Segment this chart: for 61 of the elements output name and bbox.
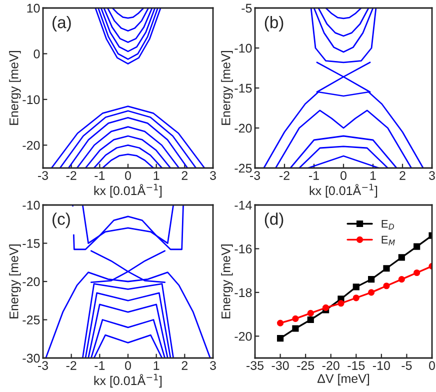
x-tick-label: -2	[280, 171, 290, 180]
x-tick-label: 1	[154, 171, 160, 180]
x-tick-label: -3	[38, 171, 48, 180]
x-tick-label: -2	[66, 361, 76, 370]
x-tick-label: 1	[370, 171, 376, 180]
y-tick-label: -14	[234, 200, 252, 210]
y-axis-title: Energy [meV]	[221, 51, 233, 125]
y-tick-label: -20	[234, 124, 252, 133]
y-axis-title: Energy [meV]	[9, 244, 21, 318]
y-axis-title: Energy [meV]	[9, 51, 21, 125]
x-tick-label: -25	[297, 361, 314, 370]
y-tick-label: -30	[22, 354, 40, 363]
x-tick-label: -5	[402, 361, 412, 370]
x-tick-label: -10	[372, 361, 390, 370]
y-axis-title: Energy [meV]	[221, 244, 233, 318]
x-tick-label: 2	[182, 361, 188, 370]
x-tick-label: 0	[125, 171, 131, 180]
x-axis-title: kx [0.01Å$^{−1}$]	[310, 184, 378, 198]
y-tick-label: -25	[22, 316, 40, 324]
x-axis-title: ΔV [meV]	[317, 374, 370, 386]
y-tick-label: 0	[34, 50, 40, 58]
x-tick-label: -1	[94, 361, 105, 370]
y-tick-label: -15	[234, 84, 252, 93]
x-tick-label: -1	[94, 171, 105, 180]
x-tick-label: 1	[154, 361, 160, 370]
y-tick-label: -20	[22, 277, 40, 286]
annotation: (b)	[264, 16, 284, 32]
x-tick-label: -35	[246, 361, 264, 370]
y-tick-label: -10	[22, 200, 40, 210]
y-tick-label: -18	[234, 288, 252, 298]
annotation: (d)	[264, 212, 284, 228]
x-axis-title: kx [0.01Å$^{−1}$]	[94, 374, 162, 388]
x-tick-label: -3	[38, 361, 48, 370]
x-tick-label: 3	[210, 171, 216, 180]
annotation: (c)	[52, 212, 70, 228]
x-tick-label: -1	[309, 171, 319, 180]
x-tick-label: 2	[400, 171, 406, 180]
x-tick-label: -30	[272, 361, 289, 370]
y-tick-label: -16	[234, 244, 252, 254]
y-tick-label: -5	[242, 4, 252, 13]
x-axis-title: kx [0.01Å$^{−1}$]	[94, 184, 162, 198]
annotation: (a)	[52, 16, 71, 32]
x-tick-label: 3	[429, 171, 435, 180]
x-tick-label: -2	[66, 171, 76, 180]
y-tick-label: -15	[22, 239, 40, 248]
x-tick-label: 0	[429, 361, 435, 370]
y-tick-label: 10	[27, 4, 40, 13]
x-tick-label: -15	[348, 361, 365, 370]
y-tick-label: -25	[234, 164, 252, 173]
x-tick-label: 2	[182, 171, 188, 180]
legend-label: E$_{M}$	[382, 236, 395, 246]
x-tick-label: -3	[250, 171, 260, 180]
x-tick-label: 3	[210, 361, 216, 370]
y-tick-label: -20	[234, 332, 252, 341]
x-tick-label: 0	[125, 361, 131, 370]
y-tick-label: -10	[22, 95, 40, 104]
x-tick-label: 0	[340, 171, 346, 180]
y-tick-label: -10	[234, 44, 252, 53]
x-tick-label: -20	[322, 361, 340, 370]
y-tick-label: -20	[22, 140, 40, 150]
legend-label: E$_{D}$	[382, 220, 394, 230]
